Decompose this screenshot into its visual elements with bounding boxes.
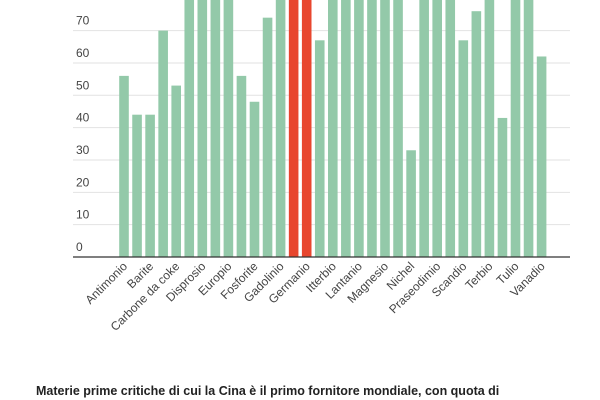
bar [184, 0, 195, 257]
bar [249, 101, 260, 257]
bar [223, 0, 234, 257]
bar [314, 40, 325, 258]
bar [262, 17, 273, 258]
bar [171, 85, 181, 257]
bars [119, 0, 547, 258]
bar [419, 0, 429, 257]
bar [445, 0, 456, 257]
bar [393, 0, 403, 257]
bar [197, 0, 208, 257]
bar [536, 56, 547, 257]
bar [458, 40, 469, 258]
y-tick-label: 0 [76, 240, 83, 254]
bar [132, 114, 142, 258]
y-tick-label: 10 [76, 208, 90, 222]
bar [275, 0, 286, 257]
y-tick-label: 50 [76, 78, 90, 92]
bar [210, 0, 221, 257]
y-tick-label: 40 [76, 111, 90, 125]
bar [236, 75, 247, 257]
bar [367, 0, 377, 257]
bar [145, 114, 155, 258]
y-tick-label: 20 [76, 175, 90, 189]
bar [523, 0, 534, 257]
bar [484, 0, 495, 257]
bar [432, 0, 442, 257]
bar [497, 117, 508, 257]
bar [288, 0, 299, 257]
y-tick-label: 70 [76, 14, 90, 28]
y-tick-label: 30 [76, 143, 90, 157]
bar [354, 0, 364, 257]
bar [471, 11, 482, 258]
x-tick-label: Terbio [463, 259, 496, 292]
bar [341, 0, 351, 257]
bar [119, 75, 129, 257]
bar [406, 150, 416, 257]
bar [328, 0, 338, 257]
caption: Materie prime critiche di cui la Cina è … [36, 384, 499, 398]
bar [380, 0, 390, 257]
y-tick-label: 60 [76, 46, 90, 60]
x-tick-label: Antimonio [82, 259, 130, 307]
bar [510, 0, 521, 257]
bar [158, 30, 168, 258]
bar [301, 0, 312, 257]
